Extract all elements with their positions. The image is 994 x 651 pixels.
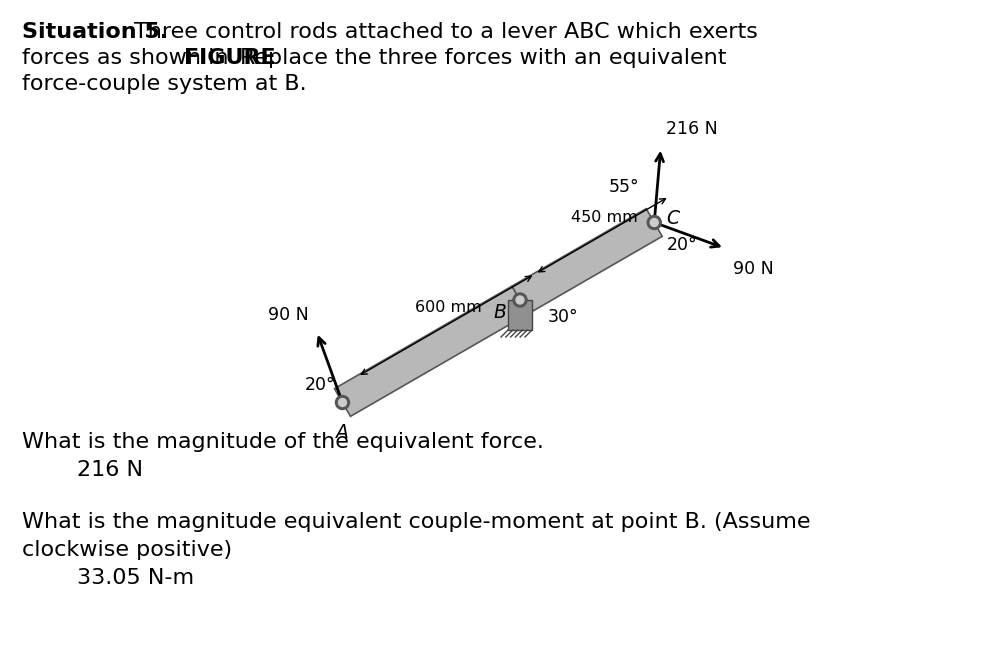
Text: Three control rods attached to a lever ABC which exerts: Three control rods attached to a lever A… [134, 22, 757, 42]
Text: What is the magnitude of the equivalent force.: What is the magnitude of the equivalent … [22, 432, 544, 452]
Circle shape [650, 219, 658, 227]
Text: 33.05 N-m: 33.05 N-m [77, 568, 194, 588]
Circle shape [647, 215, 661, 230]
Text: Replace the three forces with an equivalent: Replace the three forces with an equival… [240, 48, 727, 68]
Text: What is the magnitude equivalent couple-moment at point B. (Assume: What is the magnitude equivalent couple-… [22, 512, 810, 532]
Text: Situation 5.: Situation 5. [22, 22, 168, 42]
Text: 90 N: 90 N [268, 306, 309, 324]
Text: 450 mm: 450 mm [571, 210, 637, 225]
Text: C: C [666, 209, 679, 228]
Circle shape [516, 296, 524, 304]
Text: 55°: 55° [609, 178, 639, 197]
Text: 20°: 20° [305, 376, 336, 393]
Text: 216 N: 216 N [666, 120, 718, 138]
Polygon shape [512, 208, 662, 314]
Circle shape [339, 398, 347, 406]
Text: A: A [336, 422, 349, 441]
Polygon shape [334, 286, 528, 417]
Text: forces as shown in: forces as shown in [22, 48, 229, 68]
Text: 216 N: 216 N [77, 460, 143, 480]
Text: B: B [493, 303, 506, 322]
Text: 20°: 20° [667, 236, 698, 253]
Text: 90 N: 90 N [733, 260, 773, 278]
Circle shape [335, 396, 350, 409]
Text: 30°: 30° [548, 308, 579, 326]
Text: FIGURE: FIGURE [184, 48, 275, 68]
Bar [508, 300, 532, 330]
Text: clockwise positive): clockwise positive) [22, 540, 233, 560]
Circle shape [513, 293, 527, 307]
Text: 600 mm: 600 mm [414, 300, 482, 315]
Text: force-couple system at B.: force-couple system at B. [22, 74, 306, 94]
